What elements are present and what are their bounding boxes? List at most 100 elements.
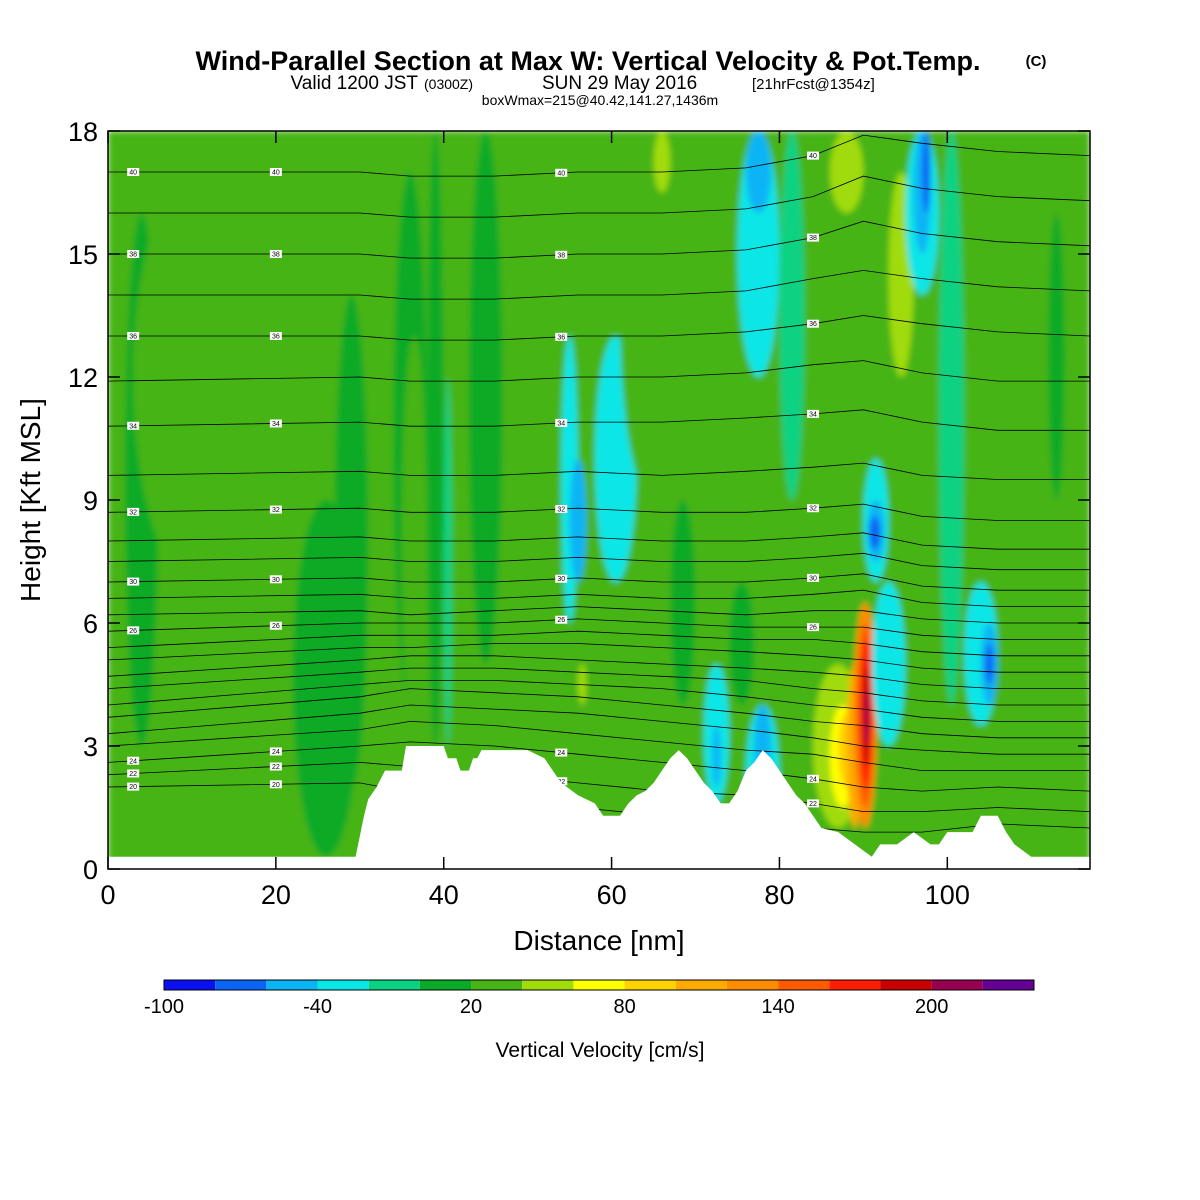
x-tick-label: 80 — [764, 880, 794, 910]
colorbar-tick-label: -40 — [303, 996, 332, 1018]
isentrope-line — [108, 220, 1090, 259]
isentrope-line — [108, 360, 1090, 382]
contour-label: 20 — [129, 784, 137, 791]
isentrope-line — [108, 589, 1090, 607]
contour-label-bg — [127, 168, 140, 176]
contour-label: 38 — [809, 235, 817, 242]
w-cell — [864, 688, 869, 746]
contour-label: 32 — [809, 506, 817, 513]
contour-label-bg — [269, 762, 282, 771]
contour-label-bg — [127, 756, 140, 765]
contour-label-bg — [127, 782, 140, 791]
isentrope-line — [108, 741, 1090, 792]
w-cell — [712, 725, 721, 787]
w-cell — [869, 516, 881, 550]
contour-label: 36 — [272, 334, 280, 341]
y-tick-label: 15 — [68, 240, 98, 270]
colorbar-tick-label: 200 — [915, 996, 948, 1018]
contour-label-bg — [807, 573, 820, 582]
contour-label: 32 — [557, 507, 565, 514]
contour-label-bg — [555, 418, 568, 427]
contour-label-bg — [555, 615, 568, 624]
w-cell — [426, 131, 444, 746]
contour-label: 24 — [129, 758, 137, 765]
contour-label: 40 — [557, 170, 565, 177]
w-cell — [586, 623, 629, 787]
w-cell — [334, 295, 369, 787]
contour-label-bg — [807, 233, 820, 242]
isentrope-line — [108, 175, 1090, 218]
colorbar-swatch — [164, 980, 216, 990]
contour-label: 26 — [557, 617, 565, 624]
contour-label-bg — [127, 577, 140, 586]
contour-label: 34 — [809, 411, 817, 418]
chart-subtitle-date: SUN 29 May 2016 — [542, 73, 697, 94]
contour-label-bg — [269, 419, 282, 428]
isentrope-line — [108, 643, 1090, 673]
contour-label: 26 — [272, 623, 280, 630]
w-cell — [695, 131, 746, 418]
isentrope-line — [108, 606, 1090, 624]
contour-label-bg — [807, 774, 820, 783]
colorbar-swatch — [726, 980, 779, 990]
isentrope-line — [108, 704, 1090, 755]
contour-label-bg — [269, 332, 282, 340]
contour-label-bg — [555, 250, 568, 259]
isentrope-line — [108, 573, 1090, 591]
contour-label: 22 — [809, 801, 817, 808]
colorbar-swatch — [317, 980, 369, 990]
contour-label-bg — [807, 319, 820, 328]
w-cell — [653, 131, 671, 193]
contour-label: 40 — [809, 153, 817, 160]
contour-label: 32 — [272, 507, 280, 514]
contour-label: 34 — [557, 420, 565, 427]
contour-label: 26 — [809, 625, 817, 632]
contour-label: 20 — [272, 782, 280, 789]
colorbar-frame — [163, 979, 1035, 991]
isentrope-line — [108, 315, 1090, 341]
contour-label-bg — [127, 332, 140, 340]
contour-label-bg — [269, 780, 282, 789]
contour-label-bg — [807, 504, 820, 513]
w-cell — [619, 131, 688, 500]
contour-label-bg — [555, 505, 568, 514]
contour-label: 22 — [272, 764, 280, 771]
chart-subtitle-utc: (0300Z) — [424, 76, 473, 92]
contour-label-bg — [269, 575, 282, 584]
w-cell — [938, 131, 965, 705]
contour-label: 24 — [272, 749, 280, 756]
terrain-mask — [108, 746, 1090, 869]
colorbar-swatch — [266, 980, 318, 990]
contour-label-bg — [807, 151, 820, 160]
isentrope-line — [108, 630, 1090, 657]
colorbar-label: Vertical Velocity [cm/s] — [496, 1039, 705, 1062]
contour-label-bg — [127, 769, 140, 778]
colorbar-swatch — [522, 980, 574, 990]
contour-label: 40 — [272, 170, 280, 177]
contour-label: 38 — [557, 252, 565, 259]
contour-label: 22 — [129, 771, 137, 778]
colorbar-tick-label: 140 — [761, 996, 794, 1018]
contour-label: 22 — [557, 779, 565, 786]
contour-label: 24 — [809, 776, 817, 783]
colorbar-tick-label: 20 — [460, 996, 482, 1018]
contour-label-bg — [269, 747, 282, 756]
colorbar-swatch — [880, 980, 932, 990]
contour-label: 34 — [129, 423, 137, 430]
w-cell — [569, 459, 587, 582]
contour-label-bg — [127, 250, 140, 258]
contour-label: 30 — [129, 579, 137, 586]
contour-label-bg — [127, 626, 140, 635]
contour-label: 36 — [809, 321, 817, 328]
isentrope-line — [108, 134, 1090, 177]
contour-label: 36 — [129, 334, 137, 341]
w-cell — [1048, 213, 1065, 500]
y-tick-label: 18 — [68, 117, 98, 147]
y-tick-label: 0 — [83, 855, 98, 885]
isentrope-line — [108, 655, 1090, 689]
colorbar-swatch — [368, 980, 420, 990]
y-tick-label: 3 — [83, 732, 98, 762]
isentrope-line — [108, 532, 1090, 550]
contour-label-bg — [555, 777, 568, 786]
